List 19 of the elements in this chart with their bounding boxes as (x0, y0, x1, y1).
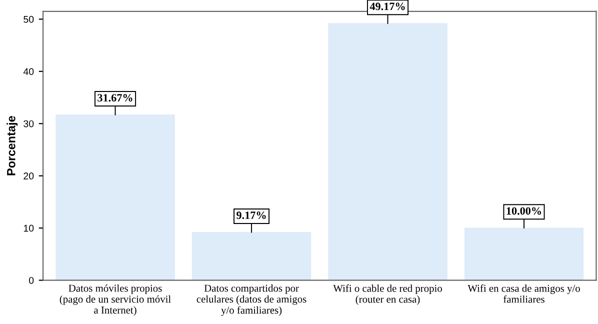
data-label: 31.67% (98, 94, 132, 102)
data-label: 10.00% (506, 207, 542, 215)
x-tick-label: Datos móviles propios (pago de un servicio móvil a Internet) (60, 284, 171, 316)
bar (328, 23, 448, 280)
x-tick-label: Wifi en casa de amigos y/o familiares (468, 284, 580, 303)
y-tick-label: 30 (24, 120, 34, 128)
bar (464, 228, 584, 280)
y-tick-label: 20 (24, 172, 34, 180)
y-axis-title: Porcentaje (6, 116, 18, 176)
bar (192, 232, 312, 280)
y-tick-label: 50 (24, 16, 34, 23)
data-label: 49.17% (370, 2, 405, 10)
x-tick-label: Datos compartidos por celulares (datos de amigos y/o familiares) (196, 284, 306, 316)
y-tick-label: 10 (24, 224, 34, 232)
bar (56, 114, 175, 280)
y-tick-label: 40 (23, 68, 34, 76)
x-tick-label: Wifi o cable de red propio (router en casa) (333, 284, 442, 305)
data-label: 9.17% (236, 212, 266, 220)
y-tick-label: 0 (29, 276, 34, 284)
